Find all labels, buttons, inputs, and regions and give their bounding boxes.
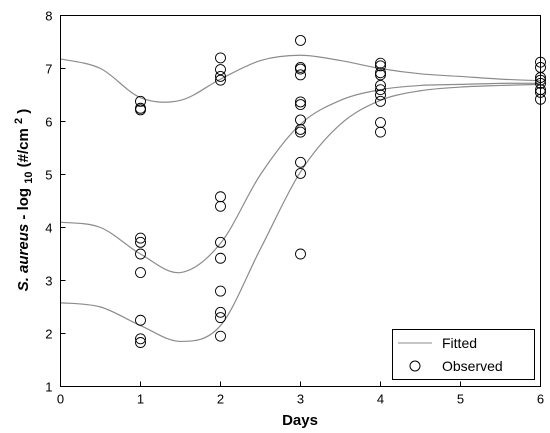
legend-observed-label: Observed [442,358,503,374]
legend: Fitted Observed [392,329,535,380]
y-axis: 1 2 3 4 5 6 7 8 [45,9,66,395]
y-axis-label: S. aureus - log 10 (#/cm 2 ) [9,109,36,292]
observed-point [295,63,306,75]
y-tick-label: 3 [45,274,52,289]
observed-point [135,95,146,107]
observed-point [295,34,306,46]
x-tick-label: 1 [137,392,144,407]
y-label-exponent: 2 [13,118,25,124]
y-label-close: ) [15,109,32,114]
y-tick-label: 1 [45,380,52,395]
observed-point [215,74,226,86]
observed-point [215,70,226,82]
observed-point [135,267,146,278]
observed-point [215,312,226,324]
x-tick-label: 5 [457,392,464,407]
observed-point [215,52,226,64]
observed-point [295,99,306,110]
observed-point [215,252,226,264]
observed-point [135,333,146,345]
y-label-unit: (#/cm [15,128,32,167]
observed-point [135,248,146,260]
observed-point [215,200,226,212]
observed-point [375,80,386,91]
observed-point [375,95,386,107]
y-label-log: - log [15,188,32,220]
observed-point [295,167,306,179]
observed-point [295,96,306,108]
observed-point [295,156,306,168]
x-axis-label: Days [282,412,318,429]
observed-point [215,191,226,203]
x-tick-label: 3 [297,392,304,407]
x-tick-label: 0 [57,392,64,407]
observed-point [135,232,146,244]
observed-point [215,285,226,297]
observed-point [375,69,386,81]
y-tick-label: 8 [45,9,52,24]
observed-point [295,123,306,135]
observed-point [135,236,146,248]
y-tick-label: 5 [45,168,52,183]
y-tick-label: 4 [45,221,52,236]
y-tick-label: 7 [45,62,52,77]
x-tick-label: 2 [217,392,224,407]
observed-point [295,126,306,138]
fitted-curve-1 [60,54,541,103]
observed-point [295,69,306,81]
x-tick-label: 6 [537,392,544,407]
observed-point [135,314,146,326]
observed-point [375,117,386,129]
y-label-log-base: 10 [23,172,35,184]
observed-point [375,84,386,96]
observed-point [375,60,386,72]
observed-point [375,89,386,101]
x-axis: 0 1 2 3 4 5 6 [57,381,544,407]
observed-point [375,126,386,138]
y-label-organism: S. aureus [15,224,32,292]
observed-points [135,34,546,348]
observed-point [215,306,226,318]
x-tick-label: 4 [377,392,384,407]
observed-point [295,248,306,260]
observed-point [215,64,226,76]
observed-point [135,337,146,348]
legend-observed-marker [409,360,421,372]
legend-fitted-label: Fitted [442,335,477,351]
observed-point [375,57,386,69]
observed-point [135,104,146,116]
y-tick-label: 6 [45,115,52,130]
observed-point [215,236,226,248]
y-tick-label: 2 [45,327,52,342]
observed-point [295,114,306,126]
observed-point [215,330,226,342]
